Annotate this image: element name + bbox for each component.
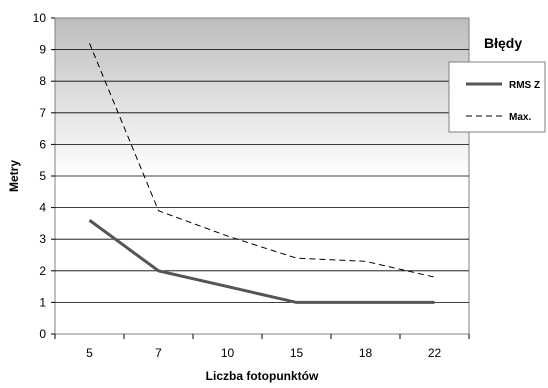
- y-tick-label: 2: [39, 264, 46, 278]
- y-tick-label: 8: [39, 74, 46, 88]
- legend-label-max: Max.: [509, 112, 531, 123]
- x-tick-label: 5: [86, 346, 93, 360]
- legend-label-rms-z: RMS Z: [509, 80, 540, 91]
- y-tick-label: 9: [39, 43, 46, 57]
- x-tick-label: 18: [359, 346, 373, 360]
- y-tick-label: 5: [39, 169, 46, 183]
- y-axis-title: Metry: [7, 160, 21, 192]
- y-tick-label: 7: [39, 106, 46, 120]
- y-tick-label: 3: [39, 232, 46, 246]
- legend-box: [448, 61, 546, 133]
- x-tick-label: 10: [221, 346, 235, 360]
- legend: Błędy RMS Z Max.: [448, 35, 546, 133]
- y-tick-label: 4: [39, 201, 46, 215]
- y-tick-label: 6: [39, 137, 46, 151]
- y-tick-label: 1: [39, 295, 46, 309]
- legend-title: Błędy: [484, 35, 522, 51]
- x-axis-ticks: 5 7 10 15 18 22: [54, 334, 470, 360]
- y-tick-label: 0: [39, 327, 46, 341]
- x-axis-title: Liczba fotopunktów: [206, 369, 319, 383]
- x-tick-label: 15: [290, 346, 304, 360]
- series-line-max: [89, 43, 435, 278]
- y-tick-label: 10: [33, 11, 47, 25]
- x-tick-label: 7: [155, 346, 162, 360]
- x-tick-label: 22: [428, 346, 442, 360]
- series-line-rms-z: [88, 219, 435, 304]
- y-axis-ticks: 0 1 2 3 4 5 6 7 8 9 10: [33, 11, 55, 341]
- series-lines: [88, 43, 435, 304]
